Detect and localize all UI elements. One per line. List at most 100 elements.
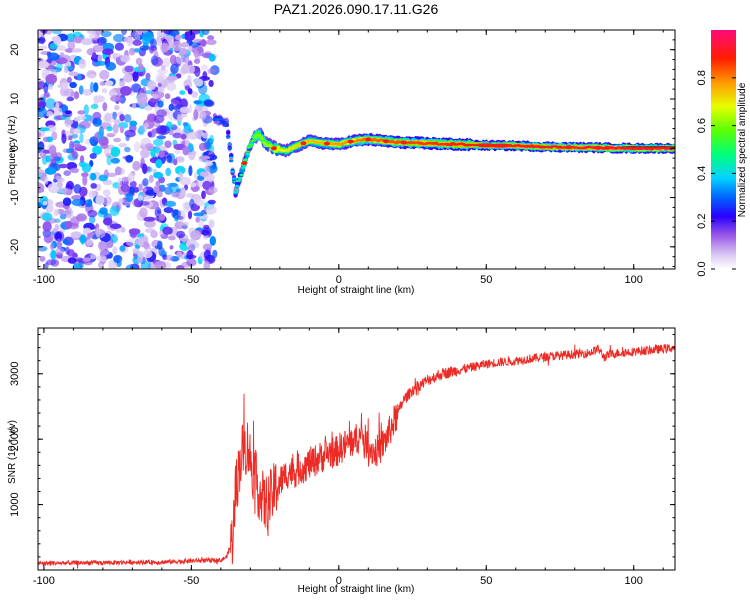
noise-blob: [49, 43, 58, 50]
noise-blob: [87, 209, 98, 218]
noise-blob: [79, 155, 85, 163]
noise-blob: [98, 240, 107, 251]
noise-blob: [127, 38, 133, 47]
noise-blob: [102, 189, 111, 197]
noise-blob: [60, 82, 69, 90]
noise-blob: [153, 138, 164, 147]
noise-blob: [209, 236, 216, 246]
noise-blob: [119, 125, 124, 134]
noise-blob: [69, 167, 80, 174]
noise-blob: [179, 90, 186, 95]
snr-xlabel: Height of straight line (km): [298, 584, 415, 595]
noise-blob: [205, 39, 217, 46]
noise-blob: [194, 78, 204, 87]
noise-blob: [207, 68, 216, 75]
noise-blob: [99, 69, 110, 80]
ridge-segment: [227, 147, 232, 150]
noise-blob: [112, 53, 122, 58]
snr-xtick-label: 0: [336, 575, 342, 587]
noise-blob: [165, 254, 174, 261]
ridge-segment: [249, 140, 254, 142]
noise-blob: [149, 45, 155, 54]
ridge-segment: [252, 136, 257, 139]
noise-blob: [164, 140, 172, 149]
noise-blob: [180, 187, 186, 196]
noise-blob: [88, 215, 96, 224]
ridge-segment: [276, 146, 281, 149]
noise-blob: [209, 134, 214, 144]
noise-blob: [38, 183, 45, 194]
noise-blob: [56, 241, 63, 249]
noise-blob: [169, 54, 177, 65]
spectrogram-xtick-label: -50: [183, 274, 199, 286]
noise-blob: [164, 93, 171, 100]
noise-blob: [190, 230, 202, 241]
noise-blob: [163, 207, 174, 214]
ridge-peak: [347, 139, 354, 144]
noise-blob: [123, 114, 132, 123]
spectrogram-xtick-label: 0: [336, 274, 342, 286]
noise-blob: [46, 136, 53, 143]
noise-blob: [81, 163, 92, 173]
noise-blob: [172, 132, 183, 139]
snr-series-line: [38, 343, 675, 569]
noise-blob: [38, 100, 47, 109]
noise-blob: [113, 33, 125, 43]
noise-blob: [113, 119, 121, 124]
noise-blob: [79, 262, 84, 269]
noise-blob: [144, 220, 156, 228]
noise-blob: [48, 145, 57, 155]
noise-blob: [160, 42, 169, 53]
noise-blob: [205, 205, 217, 215]
noise-blob: [100, 142, 109, 149]
noise-blob: [132, 71, 139, 82]
noise-blob: [78, 58, 87, 69]
noise-blob: [102, 195, 112, 206]
noise-blob: [38, 169, 45, 175]
noise-blob: [92, 52, 97, 59]
noise-blob: [187, 210, 193, 220]
noise-blob: [55, 101, 60, 113]
noise-blob: [199, 155, 211, 160]
noise-blob: [71, 198, 84, 207]
noise-blob: [183, 204, 192, 213]
snr-ytick-label: 3000: [9, 362, 21, 386]
noise-blob: [110, 146, 121, 157]
noise-blob: [99, 81, 106, 86]
noise-blob: [187, 143, 194, 153]
noise-blob: [45, 73, 57, 85]
noise-blob: [187, 74, 192, 83]
colorbar: 0.0 0.2 0.4 0.6 0.8 Normalized spectral ampl…: [696, 30, 748, 277]
noise-blob: [128, 47, 136, 56]
noise-blob: [139, 45, 151, 51]
noise-blob: [128, 228, 141, 235]
noise-blob: [99, 249, 110, 256]
noise-blob: [109, 205, 120, 217]
ridge-segment: [262, 142, 268, 145]
noise-blob: [162, 226, 173, 235]
spectrogram-xtick-label: 50: [480, 274, 492, 286]
noise-blob: [168, 235, 176, 241]
ridge-segment: [223, 124, 228, 126]
ridge-peak: [400, 140, 407, 145]
noise-blob: [142, 178, 149, 187]
ridge-peak: [604, 145, 611, 150]
noise-blob: [193, 49, 200, 58]
noise-blob: [90, 183, 97, 189]
noise-blob: [207, 199, 216, 205]
noise-blob: [174, 215, 184, 220]
noise-blob: [59, 86, 69, 97]
ridge-segment: [226, 135, 231, 138]
spectrogram-ylabel: Frequency (Hz): [7, 116, 18, 185]
ridge-segment: [230, 171, 235, 173]
noise-blob: [70, 91, 75, 97]
noise-blob: [44, 167, 57, 175]
noise-blob: [188, 244, 196, 252]
noise-blob: [206, 254, 214, 263]
noise-blob: [45, 98, 56, 110]
colorbar-gradient: [711, 30, 736, 269]
noise-blob: [126, 238, 138, 247]
colorbar-label: Normalized spectral amplitude: [737, 82, 748, 217]
